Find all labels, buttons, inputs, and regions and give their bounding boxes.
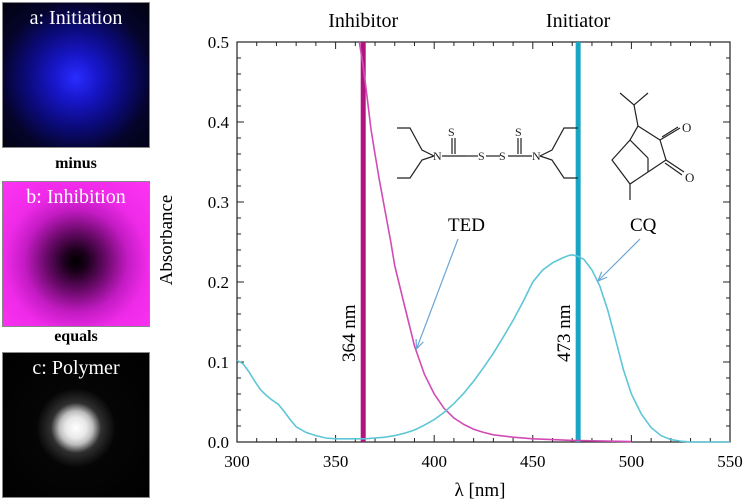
curve-annotations	[415, 238, 641, 351]
cq-atom-labels: O O	[682, 120, 694, 185]
arrowhead-cq	[596, 271, 608, 283]
x-tick-label: 300	[224, 452, 250, 471]
arrow-ted	[415, 238, 459, 350]
svg-text:N: N	[532, 149, 541, 163]
series-ted-line	[358, 41, 632, 443]
series-cq-line	[236, 253, 730, 443]
equals-label: equals	[54, 328, 98, 345]
inhibition-panel: b: Inhibition	[2, 181, 150, 327]
axis-ticks: 300 350 400 450 500 550 0.0 0.1 0.2 0.3 0.4 0.5	[208, 33, 743, 471]
arrowhead-ted	[415, 338, 424, 351]
vline-label: 364 nm	[339, 304, 360, 362]
absorbance-chart: Inhibitor Initiator 300 350 400 450 500 550 0.…	[160, 10, 743, 501]
polymer-panel: c: Polymer	[2, 352, 150, 498]
cq-structure-icon	[611, 92, 685, 200]
y-tick-label: 0.1	[208, 353, 229, 372]
svg-text:N: N	[433, 149, 442, 163]
ted-structure-icon	[397, 127, 578, 179]
arrow-cq	[597, 238, 641, 282]
ted-atom-labels: N S S S S N	[433, 125, 541, 163]
svg-text:S: S	[499, 149, 506, 163]
vline-label: 473 nm	[554, 304, 575, 362]
svg-text:S: S	[448, 125, 455, 139]
polymer-label: c: Polymer	[32, 357, 120, 379]
x-tick-label: 550	[717, 452, 743, 471]
svg-text:O: O	[682, 120, 691, 135]
y-tick-label: 0.4	[208, 113, 230, 132]
initiation-panel: a: Initiation	[2, 2, 150, 148]
x-tick-label: 400	[421, 452, 447, 471]
x-tick-label: 500	[619, 452, 645, 471]
y-tick-label: 0.2	[208, 273, 229, 292]
cq-label: CQ	[630, 215, 657, 236]
x-tick-label: 350	[323, 452, 349, 471]
svg-text:S: S	[478, 149, 485, 163]
inhibitor-top-label: Inhibitor	[328, 10, 398, 32]
inhibition-label: b: Inhibition	[26, 186, 126, 208]
y-tick-label: 0.0	[208, 433, 229, 452]
minus-label: minus	[55, 155, 97, 172]
initiator-top-label: Initiator	[546, 10, 611, 32]
ted-label: TED	[448, 215, 485, 236]
y-axis-label: Absorbance	[160, 195, 177, 286]
svg-text:O: O	[685, 170, 694, 185]
x-tick-label: 450	[520, 452, 546, 471]
plot-frame	[236, 41, 731, 443]
svg-text:S: S	[515, 125, 522, 139]
initiation-label: a: Initiation	[29, 7, 123, 29]
absorbance-curves	[236, 41, 730, 443]
y-tick-label: 0.5	[208, 33, 229, 52]
wavelength-lines: 364 nm 473 nm	[339, 42, 581, 442]
y-tick-label: 0.3	[208, 193, 229, 212]
x-axis-label: λ [nm]	[455, 480, 506, 501]
